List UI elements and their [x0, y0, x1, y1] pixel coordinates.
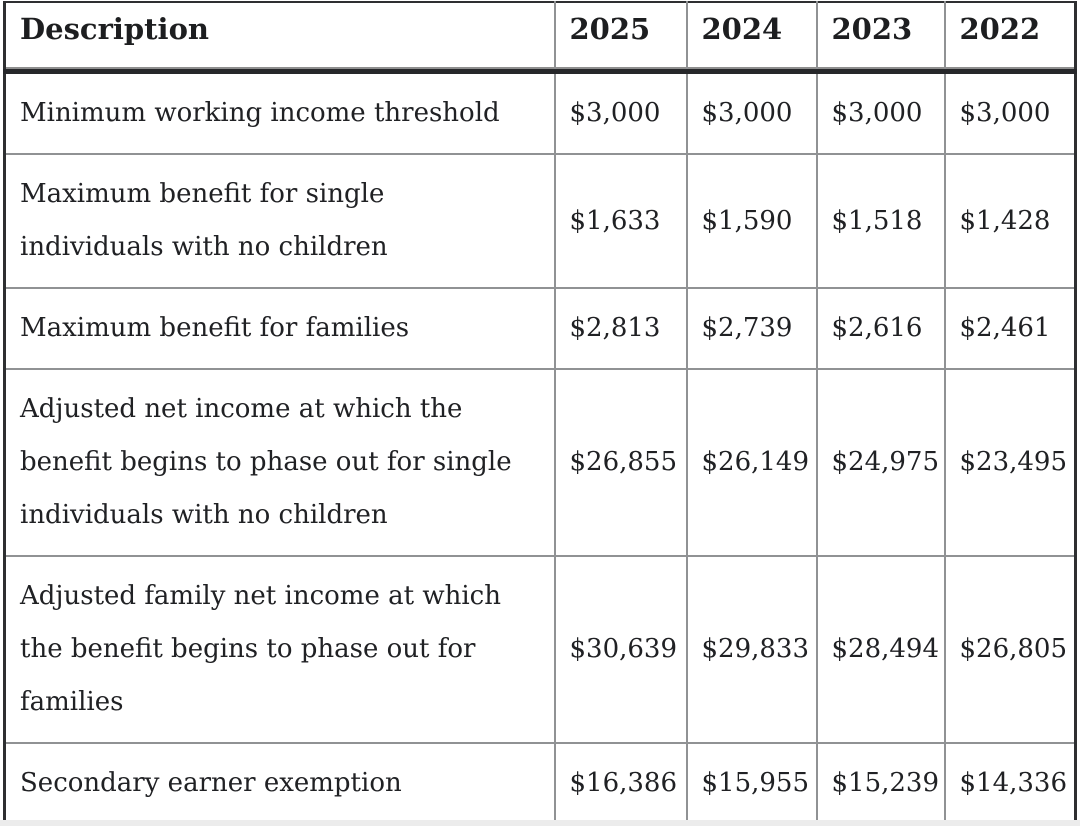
table-cell: $1,590: [685, 153, 818, 289]
table-cell: $3,000: [815, 70, 946, 155]
table-cell: $30,639: [553, 555, 688, 744]
table-cell: $15,239: [815, 742, 946, 825]
row-description: Maximum benefit for single individuals w…: [4, 153, 556, 289]
bottom-edge-strip: [0, 820, 1080, 826]
table-row-phase-out-single: Adjusted net income at which the benefit…: [4, 368, 1076, 557]
table-cell: $2,813: [553, 287, 688, 370]
table-row-secondary-earner-exemption: Secondary earner exemption $16,386 $15,9…: [4, 742, 1076, 825]
table-cell: $1,518: [815, 153, 946, 289]
table-cell: $2,616: [815, 287, 946, 370]
table-cell: $26,149: [685, 368, 818, 557]
col-header-2023: 2023: [816, 2, 946, 74]
table-row-max-benefit-single: Maximum benefit for single individuals w…: [4, 153, 1076, 289]
table-cell: $26,805: [943, 555, 1076, 744]
table-cell: $24,975: [815, 368, 946, 557]
table-cell: $23,495: [943, 368, 1076, 557]
row-description: Adjusted family net income at which the …: [4, 555, 556, 744]
table-row-phase-out-families: Adjusted family net income at which the …: [4, 555, 1076, 744]
table-cell: $14,336: [943, 742, 1076, 825]
table-cell: $2,739: [685, 287, 818, 370]
row-description: Secondary earner exemption: [4, 742, 556, 825]
benefit-amounts-table-container: Description 2025 2024 2023 2022 Minimum …: [3, 1, 1077, 826]
table-cell: $3,000: [553, 70, 688, 155]
table-cell: $1,633: [553, 153, 688, 289]
row-description: Minimum working income threshold: [4, 70, 556, 155]
table-cell: $29,833: [685, 555, 818, 744]
header-row: Description 2025 2024 2023 2022: [4, 2, 1076, 74]
col-header-2025: 2025: [554, 2, 688, 74]
table-row-minimum-working-income: Minimum working income threshold $3,000 …: [4, 70, 1076, 155]
col-header-2022: 2022: [944, 2, 1076, 74]
table-row-max-benefit-families: Maximum benefit for families $2,813 $2,7…: [4, 287, 1076, 370]
table-cell: $15,955: [685, 742, 818, 825]
table-cell: $2,461: [943, 287, 1076, 370]
table-cell: $26,855: [553, 368, 688, 557]
table-cell: $28,494: [815, 555, 946, 744]
table-cell: $16,386: [553, 742, 688, 825]
table-cell: $3,000: [685, 70, 818, 155]
table-cell: $1,428: [943, 153, 1076, 289]
benefit-amounts-table: Description 2025 2024 2023 2022 Minimum …: [3, 1, 1077, 826]
row-description: Maximum benefit for families: [4, 287, 556, 370]
col-header-description: Description: [4, 2, 556, 74]
table-cell: $3,000: [943, 70, 1076, 155]
col-header-2024: 2024: [686, 2, 818, 74]
row-description: Adjusted net income at which the benefit…: [4, 368, 556, 557]
